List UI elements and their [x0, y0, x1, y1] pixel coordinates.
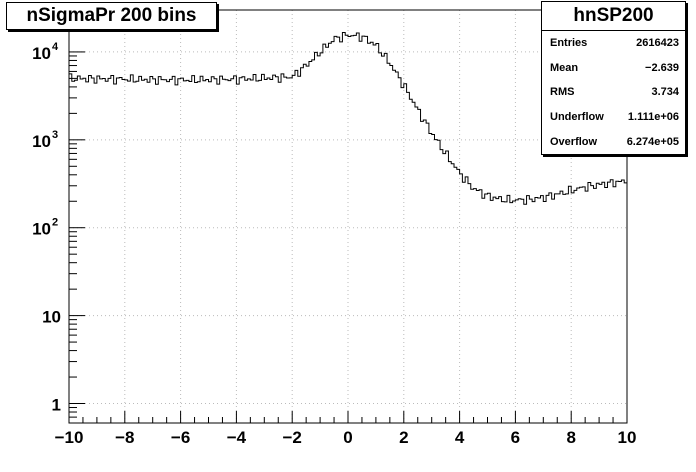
y-tick-label: 10 — [32, 220, 51, 239]
x-tick-label: −4 — [227, 428, 247, 447]
stats-value: 1.111e+06 — [627, 111, 679, 124]
x-tick-label: −2 — [283, 428, 302, 447]
stats-label: RMS — [550, 86, 575, 99]
stats-value: −2.639 — [645, 61, 679, 74]
histogram-line — [68, 32, 627, 205]
x-tick-label: 2 — [399, 428, 408, 447]
x-tick-label: −10 — [55, 428, 84, 447]
stats-histogram-name: hnSP200 — [542, 2, 685, 31]
y-tick-label: 10 — [42, 308, 61, 327]
stats-row-entries: Entries 2616423 — [542, 31, 685, 56]
stats-value: 3.734 — [651, 86, 679, 99]
stats-label: Mean — [550, 61, 579, 74]
x-tick-label: 10 — [618, 428, 637, 447]
stats-value: 6.274e+05 — [626, 135, 679, 148]
stats-row-mean: Mean −2.639 — [542, 56, 685, 81]
y-tick-label: 10 — [32, 44, 51, 63]
x-tick-label: −6 — [171, 428, 190, 447]
y-tick-exponent: 3 — [52, 129, 58, 141]
plot-title: nSigmaPr 200 bins — [6, 2, 217, 30]
y-tick-exponent: 2 — [52, 217, 58, 229]
stats-row-underflow: Underflow 1.111e+06 — [542, 105, 685, 130]
x-tick-label: 8 — [566, 428, 575, 447]
stats-label: Underflow — [550, 111, 604, 124]
y-tick-label: 1 — [52, 396, 61, 415]
x-tick-label: 0 — [343, 428, 352, 447]
x-tick-label: 4 — [455, 428, 465, 447]
x-tick-labels: −10 −8 −6 −4 −2 0 2 4 6 8 10 — [55, 428, 637, 447]
y-tick-exponent: 4 — [52, 41, 59, 53]
stats-label: Overflow — [550, 135, 598, 148]
x-tick-label: −8 — [115, 428, 134, 447]
y-tick-label: 10 — [32, 132, 51, 151]
stats-row-overflow: Overflow 6.274e+05 — [542, 129, 685, 154]
stats-value: 2616423 — [636, 37, 679, 50]
x-tick-label: 6 — [511, 428, 520, 447]
stats-box: hnSP200 Entries 2616423 Mean −2.639 RMS 3.7… — [541, 1, 686, 155]
stats-row-rms: RMS 3.734 — [542, 80, 685, 105]
axis-ticks — [68, 9, 628, 424]
stats-label: Entries — [550, 37, 588, 50]
